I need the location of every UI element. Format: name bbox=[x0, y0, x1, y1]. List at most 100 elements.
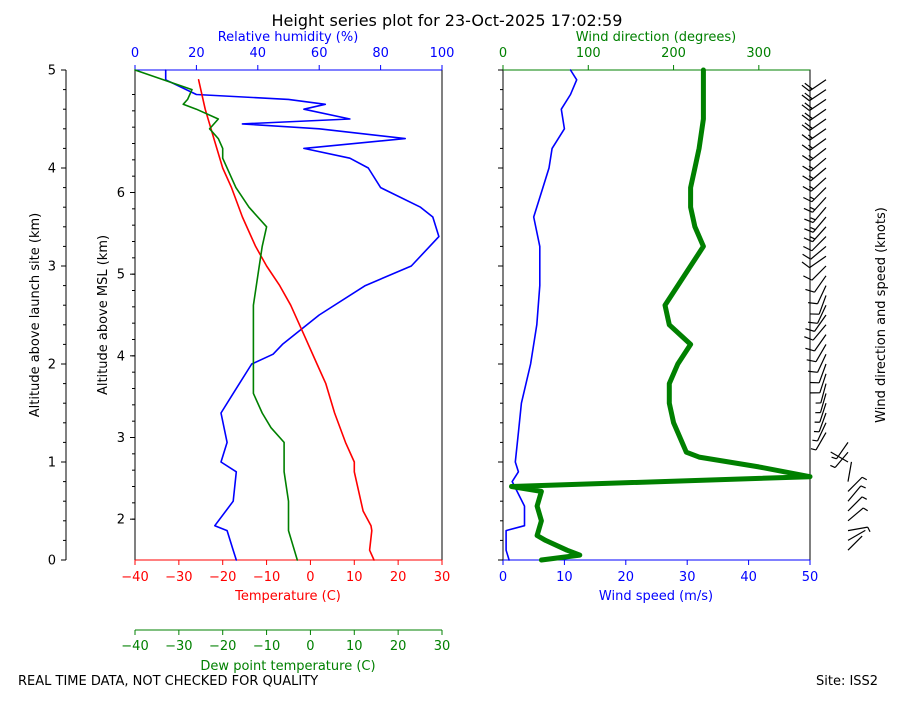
wind-speed-tick-label: 20 bbox=[618, 570, 635, 585]
temperature-tick-label: 20 bbox=[390, 570, 407, 585]
wind-barb-half-feather bbox=[810, 207, 815, 209]
left-altitude-tick-label: 5 bbox=[48, 64, 56, 79]
wind-barb-half-feather bbox=[863, 508, 867, 511]
dewpoint-tick-label: 20 bbox=[390, 639, 407, 654]
dewpoint-tick-label: 30 bbox=[434, 639, 451, 654]
rh-tick-label: 80 bbox=[372, 46, 389, 61]
wind-barb-staff bbox=[848, 486, 861, 501]
wind-direction-tick-label: 100 bbox=[576, 46, 601, 61]
wind-barb-half-feather bbox=[810, 237, 815, 239]
temperature-tick-label: −10 bbox=[253, 570, 280, 585]
wind-barb-feather bbox=[804, 208, 813, 212]
wind-speed-tick-label: 50 bbox=[802, 570, 819, 585]
wind-barb-half-feather bbox=[811, 218, 816, 220]
wind-barb-half-feather bbox=[868, 527, 870, 532]
left-altitude-tick-label: 2 bbox=[48, 358, 56, 373]
wind-direction-line bbox=[512, 70, 811, 560]
left-altitude-tick-label: 1 bbox=[48, 456, 56, 471]
wind-direction-tick-label: 200 bbox=[661, 46, 686, 61]
wind-barbs bbox=[802, 80, 870, 550]
wind-barb-half-feather bbox=[811, 449, 816, 450]
wind-barb-staff bbox=[818, 286, 826, 304]
wind-barb-feather bbox=[803, 254, 811, 259]
rh-tick-label: 60 bbox=[311, 46, 328, 61]
wind-barb-label: Wind direction and speed (knots) bbox=[874, 207, 889, 423]
wind-barb-staff bbox=[848, 508, 863, 521]
wind-barb bbox=[802, 148, 826, 160]
thermo-series bbox=[135, 70, 439, 560]
wind-barb-feather bbox=[804, 229, 813, 232]
dewpoint-axis-label: Dew point temperature (C) bbox=[200, 659, 375, 674]
dewpoint-tick-label: 10 bbox=[346, 639, 363, 654]
wind-barb bbox=[803, 158, 826, 171]
wind-barb bbox=[802, 119, 826, 130]
wind-barb bbox=[804, 325, 826, 340]
wind-barb bbox=[811, 433, 826, 450]
msl-altitude-axis-label: Altitude above MSL (km) bbox=[96, 235, 111, 395]
wind-barb bbox=[831, 452, 848, 462]
wind-barb-feather bbox=[803, 197, 811, 201]
wind-barb-half-feather bbox=[830, 465, 835, 467]
wind-barb bbox=[802, 129, 826, 140]
wind-barb-feather bbox=[804, 238, 813, 242]
wind-barb-half-feather bbox=[812, 440, 817, 441]
thermo-plot-frame bbox=[135, 70, 442, 560]
wind-barb-staff bbox=[848, 530, 865, 540]
dewpoint-tick-label: −40 bbox=[121, 639, 148, 654]
thermo-panel: Altitude above launch site (km) Altitude… bbox=[28, 30, 454, 674]
wind-barb bbox=[848, 508, 868, 521]
temperature-tick-label: 0 bbox=[306, 570, 314, 585]
temperature-tick-label: −20 bbox=[209, 570, 236, 585]
rh-tick-label: 0 bbox=[131, 46, 139, 61]
wind-barb bbox=[802, 90, 826, 101]
wind-barb-staff bbox=[835, 452, 848, 467]
rh-line bbox=[166, 70, 439, 560]
wind-direction-tick-label: 0 bbox=[499, 46, 507, 61]
wind-barb bbox=[802, 256, 826, 267]
wind-barb-half-feather bbox=[862, 497, 867, 499]
wind-barb-staff bbox=[848, 477, 862, 491]
rh-axis-label: Relative humidity (%) bbox=[218, 30, 359, 45]
dewpoint-tick-label: −10 bbox=[253, 639, 280, 654]
msl-tick-label: 5 bbox=[117, 268, 125, 283]
temperature-tick-label: 30 bbox=[434, 570, 451, 585]
wind-barb-feather bbox=[803, 246, 811, 250]
msl-tick-label: 3 bbox=[117, 431, 125, 446]
wind-barb bbox=[832, 442, 848, 458]
wind-speed-tick-label: 40 bbox=[740, 570, 757, 585]
temperature-axis-label: Temperature (C) bbox=[234, 589, 341, 604]
wind-barb-staff bbox=[831, 452, 848, 462]
wind-barb bbox=[802, 99, 826, 110]
wind-barb-staff bbox=[816, 433, 826, 450]
temperature-tick-label: −30 bbox=[165, 570, 192, 585]
msl-tick-label: 6 bbox=[117, 186, 125, 201]
wind-direction-axis-label: Wind direction (degrees) bbox=[576, 30, 736, 45]
wind-barb bbox=[803, 188, 826, 202]
left-altitude-tick-label: 3 bbox=[48, 260, 56, 275]
left-altitude-tick-label: 4 bbox=[48, 162, 56, 177]
wind-barb-staff bbox=[848, 462, 851, 482]
dewpoint-tick-label: −30 bbox=[165, 639, 192, 654]
wind-barb-half-feather bbox=[811, 228, 816, 230]
wind-barb bbox=[803, 178, 826, 191]
temperature-tick-label: −40 bbox=[121, 570, 148, 585]
wind-barb bbox=[802, 139, 826, 151]
msl-tick-label: 2 bbox=[117, 513, 125, 528]
dewpoint-tick-label: −20 bbox=[209, 639, 236, 654]
site-label: Site: ISS2 bbox=[816, 674, 878, 689]
left-altitude-axis-label: Altitude above launch site (km) bbox=[28, 213, 43, 417]
wind-panel: Wind direction (degrees) Wind speed (m/s… bbox=[498, 30, 889, 604]
wind-barb bbox=[802, 109, 826, 120]
temperature-tick-label: 10 bbox=[346, 570, 363, 585]
wind-speed-tick-label: 10 bbox=[556, 570, 573, 585]
wind-barb-half-feather bbox=[808, 145, 812, 148]
figure-title: Height series plot for 23-Oct-2025 17:02… bbox=[272, 11, 623, 30]
quality-disclaimer: REAL TIME DATA, NOT CHECKED FOR QUALITY bbox=[18, 674, 318, 689]
wind-barb-feather bbox=[807, 360, 816, 362]
wind-barb bbox=[848, 527, 870, 532]
wind-barb bbox=[808, 354, 826, 372]
msl-tick-label: 4 bbox=[117, 349, 125, 364]
